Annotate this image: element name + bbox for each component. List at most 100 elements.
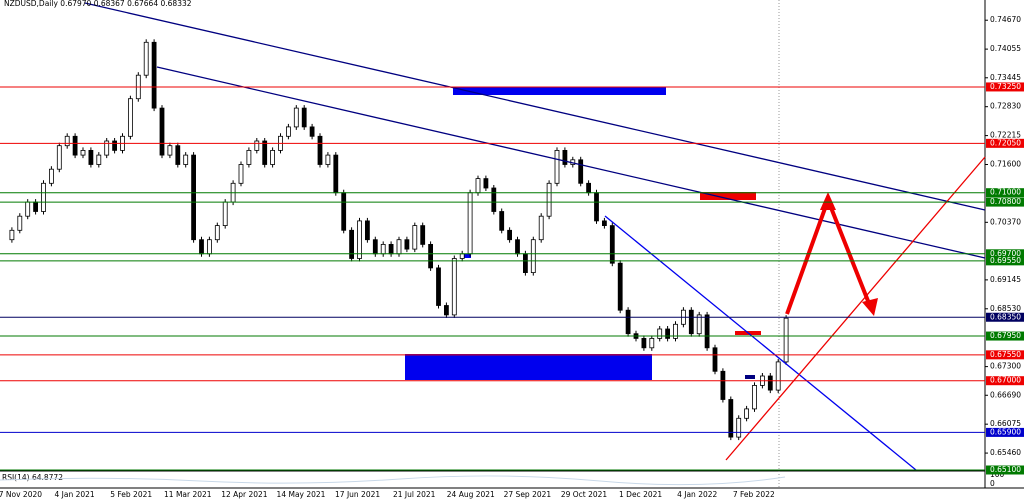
arrowhead [862, 298, 878, 316]
candle-body [246, 149, 252, 165]
candle-body [293, 107, 299, 128]
level-tag [986, 465, 1024, 475]
trendline [604, 215, 917, 471]
y-tick-label: 0.69145 [990, 275, 1021, 284]
candle-body [752, 384, 757, 410]
candle-body [728, 399, 734, 438]
x-tick-label: 17 Jun 2021 [335, 490, 380, 499]
level-label: 0.71000 [990, 188, 1021, 197]
x-tick-label: 1 Dec 2021 [619, 490, 662, 499]
candle-body [775, 361, 781, 391]
candle-body [151, 41, 157, 109]
y-tick-label: 0.68530 [990, 304, 1021, 313]
candle-body [396, 239, 402, 255]
candle-body [17, 215, 23, 231]
level-label: 0.73250 [990, 82, 1021, 91]
candle-body [459, 253, 465, 259]
candle-body [688, 309, 694, 335]
y-tick-label: 0.72830 [990, 102, 1021, 111]
candle-body [436, 267, 441, 306]
candle-body [736, 417, 742, 438]
candle-body [578, 159, 584, 184]
level-tag [986, 188, 1024, 198]
candle-body [538, 215, 544, 241]
candle-body [270, 149, 276, 165]
candle-body [127, 98, 133, 137]
candle-body [33, 201, 38, 212]
candle-body [523, 253, 528, 274]
level-label: 0.69700 [990, 249, 1021, 258]
y-tick-label: 0.65460 [990, 448, 1021, 457]
indicator-tick: 0 [990, 479, 995, 488]
chart-title: NZDUSD,Daily 0.67970 0.68367 0.67664 0.6… [4, 0, 192, 8]
y-tick-label: 0.71600 [990, 160, 1021, 169]
y-tick-label: 0.74670 [990, 15, 1021, 24]
candle-body [80, 149, 86, 156]
level-tag [986, 331, 1024, 341]
candle-body [301, 107, 307, 128]
x-tick-label: 12 Apr 2021 [221, 490, 268, 499]
trendlines [84, 2, 986, 471]
x-tick-label: 27 Nov 2020 [0, 490, 42, 499]
x-tick-label: 24 Aug 2021 [447, 490, 495, 499]
candle-body [491, 187, 497, 212]
candle-body [49, 168, 54, 184]
candle-body [665, 328, 670, 339]
candle-body [744, 408, 749, 419]
candle-body [357, 220, 362, 259]
candle-body [783, 317, 789, 363]
level-label: 0.70800 [990, 197, 1021, 206]
y-tick-label: 0.67300 [990, 362, 1021, 371]
level-tag [986, 427, 1024, 437]
level-tag [986, 312, 1024, 322]
y-tick-label: 0.66075 [990, 419, 1021, 428]
candles [9, 39, 789, 441]
level-label: 0.65900 [990, 427, 1021, 436]
zones [405, 87, 761, 380]
level-label: 0.67000 [990, 376, 1021, 385]
candle-body [9, 229, 15, 241]
candle-body [175, 145, 181, 165]
candle-body [380, 243, 386, 255]
candle-body [214, 225, 220, 241]
marker [460, 254, 471, 258]
level-label: 0.65100 [990, 465, 1021, 474]
candle-body [546, 182, 552, 217]
candle-body [515, 239, 520, 255]
x-tick-label: 4 Jan 2022 [677, 490, 717, 499]
candle-body [641, 337, 647, 349]
candle-body [317, 135, 323, 165]
candle-body [704, 314, 710, 349]
level-label: 0.68350 [990, 312, 1021, 321]
y-tick-label: 0.66690 [990, 390, 1021, 399]
x-tick-label: 5 Feb 2021 [110, 490, 152, 499]
candle-body [428, 243, 434, 269]
y-tick-label: 0.70370 [990, 217, 1021, 226]
x-tick-label: 27 Sep 2021 [504, 490, 552, 499]
candle-body [167, 145, 173, 156]
candle-body [206, 239, 212, 255]
candle-body [586, 182, 591, 194]
candle-body [507, 229, 513, 241]
level-tag [986, 256, 1024, 266]
x-tick-label: 29 Oct 2021 [561, 490, 608, 499]
y-tick-label: 0.72215 [990, 131, 1021, 140]
candle-body [412, 225, 418, 250]
candle-body [285, 126, 291, 137]
level-label: 0.69550 [990, 256, 1021, 265]
candle-body [617, 262, 623, 311]
candle-body [562, 149, 568, 165]
level-tag [986, 249, 1024, 259]
y-tick-label: 0.73445 [990, 73, 1021, 82]
candle-body [262, 140, 268, 165]
target-zone [700, 192, 756, 200]
candle-body [88, 149, 94, 165]
level-label: 0.67950 [990, 331, 1021, 340]
marker [745, 375, 755, 379]
candle-body [609, 225, 615, 264]
candle-body [657, 328, 663, 339]
trendline [84, 2, 986, 211]
level-tag [986, 350, 1024, 360]
